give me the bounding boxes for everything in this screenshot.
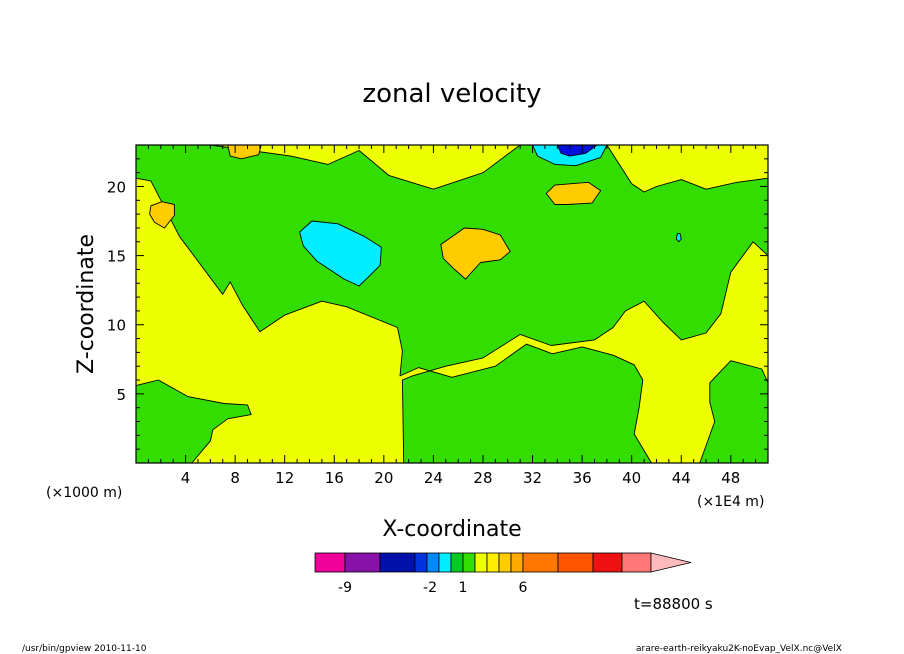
colorbar-segment <box>486 552 500 573</box>
y-tick-label: 5 <box>116 386 126 404</box>
colorbar: -9 -2 1 6 <box>314 552 692 596</box>
contour-region-cyan-3 <box>299 220 382 287</box>
colorbar-segment <box>438 552 452 573</box>
contour-region-orange-6 <box>440 227 511 280</box>
x-tick-label: 40 <box>622 469 641 487</box>
colorbar-segment <box>450 552 464 573</box>
colorbar-label: 1 <box>459 580 468 596</box>
contour-region-green-0 <box>135 144 769 464</box>
colorbar-segment <box>498 552 512 573</box>
chart-title: zonal velocity <box>362 79 541 109</box>
colorbar-segment <box>344 552 381 573</box>
y-tick-label: 15 <box>107 248 126 266</box>
x-tick-label: 8 <box>230 469 240 487</box>
y-tick-label: 20 <box>107 178 126 196</box>
plot-area <box>135 144 769 464</box>
colorbar-segment <box>414 552 428 573</box>
colorbar-segment <box>510 552 524 573</box>
colorbar-segment <box>462 552 476 573</box>
x-axis-ticks: 4 8 12 16 20 24 28 32 36 40 44 48 <box>147 145 757 487</box>
footer-left: /usr/bin/gpview 2010-11-10 <box>22 644 147 654</box>
x-unit-left: (×1000 m) <box>46 485 122 501</box>
contour-region-orange-8 <box>545 181 602 205</box>
colorbar-segment <box>592 552 623 573</box>
y-axis-ticks: 5 10 15 20 <box>107 158 768 450</box>
y-axis-label: Z-coordinate <box>74 234 99 374</box>
x-tick-label: 48 <box>721 469 740 487</box>
plot-frame <box>135 144 769 464</box>
colorbar-segment <box>621 552 652 573</box>
x-tick-label: 36 <box>573 469 592 487</box>
footer-right: arare-earth-reikyaku2K-noEvap_VelX.nc@Ve… <box>636 644 842 654</box>
x-tick-label: 24 <box>424 469 443 487</box>
x-tick-label: 16 <box>325 469 344 487</box>
time-annotation: t=88800 s <box>634 595 713 613</box>
colorbar-segment <box>557 552 594 573</box>
colorbar-segment <box>426 552 440 573</box>
y-tick-label: 10 <box>107 317 126 335</box>
x-tick-label: 44 <box>672 469 691 487</box>
colorbar-label: 6 <box>519 580 528 596</box>
colorbar-label: -2 <box>423 580 437 596</box>
x-axis-label: X-coordinate <box>382 517 521 542</box>
contour-region-orange-7 <box>149 201 175 229</box>
x-tick-label: 4 <box>181 469 191 487</box>
colorbar-segment <box>522 552 559 573</box>
contour-region-cyan-10 <box>675 233 682 243</box>
x-tick-label: 12 <box>275 469 294 487</box>
x-tick-label: 32 <box>523 469 542 487</box>
x-unit-right: (×1E4 m) <box>697 494 764 510</box>
colorbar-segment <box>379 552 416 573</box>
x-tick-label: 20 <box>374 469 393 487</box>
colorbar-label: -9 <box>338 580 352 596</box>
x-tick-label: 28 <box>473 469 492 487</box>
colorbar-segment <box>474 552 488 573</box>
colorbar-segment <box>314 552 346 573</box>
colorbar-extension-arrow <box>650 552 692 573</box>
